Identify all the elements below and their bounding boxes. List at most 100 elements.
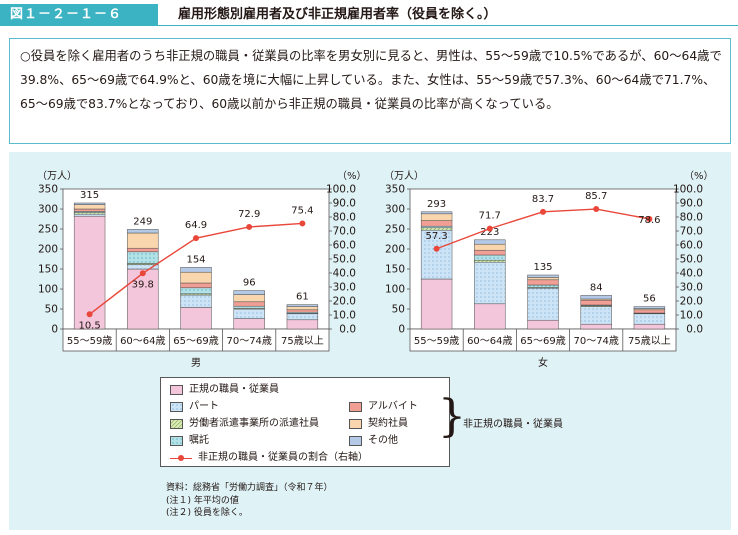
left-tick-label: 100 bbox=[385, 284, 405, 296]
bar-total-label: 154 bbox=[186, 254, 205, 265]
ratio-point bbox=[193, 235, 199, 242]
bar-segment-regular bbox=[527, 319, 559, 330]
left-tick-label: 150 bbox=[38, 264, 58, 276]
legend-contract-label: 契約社員 bbox=[368, 418, 408, 429]
bar-total-label: 56 bbox=[643, 294, 656, 305]
ratio-point bbox=[86, 311, 93, 318]
right-tick-label: 10.0 bbox=[333, 310, 356, 322]
legend-arbeit: アルバイト bbox=[349, 401, 418, 413]
bar-segment-arbeit bbox=[233, 301, 265, 307]
left-tick-label: 350 bbox=[385, 184, 405, 196]
right-tick-label: 10.0 bbox=[680, 310, 703, 322]
bar-segment-part bbox=[233, 308, 265, 319]
ratio-label: 72.9 bbox=[238, 209, 260, 220]
bar-total-label: 223 bbox=[480, 227, 499, 238]
bar-segment-contract bbox=[73, 204, 106, 210]
bar-total-label: 135 bbox=[533, 262, 552, 273]
bar-segment-part bbox=[73, 213, 106, 217]
bar-segment-entrusted bbox=[180, 287, 212, 295]
category-label: 75歳以上 bbox=[281, 335, 324, 347]
ratio-point bbox=[139, 270, 146, 277]
left-tick-label: 300 bbox=[38, 204, 58, 216]
bar-segment-contract bbox=[286, 306, 319, 311]
legend bbox=[160, 377, 450, 467]
bar-total-label: 249 bbox=[133, 216, 152, 227]
right-tick-label: 70.0 bbox=[333, 226, 356, 238]
legend-dispatch: 労働者派遣事業所の派遣社員 bbox=[170, 418, 319, 430]
right-tick-label: 100.0 bbox=[326, 184, 356, 196]
bar-segment-other bbox=[286, 304, 319, 307]
left-tick-label: 0 bbox=[51, 324, 58, 336]
x-axis-label: 女 bbox=[538, 356, 548, 369]
ratio-point bbox=[540, 208, 546, 215]
right-tick-label: 40.0 bbox=[680, 268, 703, 280]
bar-segment-regular bbox=[180, 307, 212, 330]
category-label: 75歳以上 bbox=[628, 335, 671, 347]
bar-segment-arbeit bbox=[474, 249, 506, 256]
bar-segment-other bbox=[474, 239, 506, 245]
left-tick-label: 200 bbox=[385, 244, 405, 256]
left-tick-label: 250 bbox=[38, 224, 58, 236]
bar-segment-part bbox=[633, 313, 666, 325]
bar-segment-contract bbox=[420, 213, 453, 221]
bar-total-label: 315 bbox=[80, 190, 99, 201]
right-tick-label: 20.0 bbox=[680, 296, 703, 308]
legend-regular-label: 正規の職員・従業員 bbox=[189, 384, 279, 395]
right-tick-label: 100.0 bbox=[673, 184, 703, 196]
bar-segment-contract bbox=[180, 271, 212, 284]
left-axis-unit: （万人） bbox=[384, 170, 424, 182]
bar-segment-arbeit bbox=[286, 309, 319, 313]
bar-segment-regular bbox=[233, 318, 265, 330]
bar-segment-other bbox=[527, 274, 559, 278]
ratio-point bbox=[246, 223, 253, 230]
right-tick-label: 60.0 bbox=[333, 240, 356, 252]
bar-segment-entrusted bbox=[474, 254, 506, 261]
bar-segment-regular bbox=[286, 319, 319, 330]
bar-segment-arbeit bbox=[73, 208, 106, 212]
bar-segment-other bbox=[580, 295, 612, 300]
bar-segment-contract bbox=[233, 294, 265, 303]
legend-ratio-label: 非正規の職員・従業員の割合（右軸） bbox=[198, 452, 368, 463]
left-tick-label: 150 bbox=[385, 264, 405, 276]
bar-segment-arbeit bbox=[180, 282, 212, 289]
right-tick-label: 90.0 bbox=[333, 198, 356, 210]
bar-total-label: 61 bbox=[296, 292, 309, 303]
figure-number: 図１－２－１－６ bbox=[0, 4, 158, 26]
bar-segment-dispatch bbox=[474, 259, 506, 263]
ratio-point bbox=[646, 215, 653, 222]
left-tick-label: 0 bbox=[398, 324, 405, 336]
left-tick-label: 100 bbox=[38, 284, 58, 296]
category-label: 70～74歳 bbox=[226, 335, 271, 347]
header-rule bbox=[158, 25, 738, 26]
category-label: 65～69歳 bbox=[520, 335, 565, 347]
right-axis-unit: （%） bbox=[337, 170, 367, 182]
bar-segment-regular bbox=[474, 303, 506, 330]
bar-segment-contract bbox=[127, 232, 159, 249]
legend-brace: } bbox=[438, 391, 466, 442]
bar-segment-part bbox=[420, 229, 453, 280]
right-axis-unit: （%） bbox=[684, 170, 714, 182]
bar-segment-regular bbox=[580, 323, 612, 330]
right-tick-label: 80.0 bbox=[680, 212, 703, 224]
swatch-contract bbox=[349, 419, 362, 429]
bar-segment-part bbox=[180, 294, 212, 308]
legend-entrusted-label: 嘱託 bbox=[189, 435, 209, 446]
swatch-dispatch bbox=[170, 419, 183, 429]
ratio-label: 39.8 bbox=[132, 279, 154, 290]
male-chart: 0 50 100 150 200 250 300 350 0.0 10.0 20.0 30.0 40.0… bbox=[37, 170, 367, 369]
ratio-label: 83.7 bbox=[532, 194, 554, 205]
ratio-label: 78.6 bbox=[638, 215, 660, 226]
ratio-label: 85.7 bbox=[585, 191, 607, 202]
bar-segment-other bbox=[73, 202, 106, 205]
right-tick-label: 40.0 bbox=[333, 268, 356, 280]
legend-group-label: 非正規の職員・従業員 bbox=[463, 419, 563, 430]
ratio-point bbox=[486, 225, 493, 232]
bar-total-label: 84 bbox=[590, 282, 603, 293]
left-tick-label: 50 bbox=[392, 304, 405, 316]
left-tick-label: 250 bbox=[385, 224, 405, 236]
female-chart: 0 50 100 150 200 250 300 350 0.0 10.0 20.0 30.0 40.0… bbox=[384, 170, 714, 369]
bar-segment-part bbox=[286, 313, 319, 321]
legend-entrusted: 嘱託 bbox=[170, 435, 209, 447]
bar-segment-entrusted bbox=[233, 305, 265, 309]
